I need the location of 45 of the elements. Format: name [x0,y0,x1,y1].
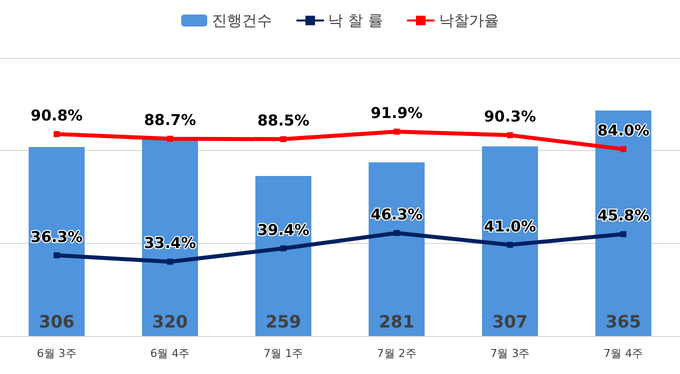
data-label: 84.0% [597,122,650,140]
bar [482,146,538,336]
legend-label: 낙찰가율 [438,12,499,30]
data-label: 41.0% [484,217,536,236]
data-label: 90.8% [30,106,83,125]
data-label: 39.4% [257,220,310,239]
legend-label: 진행건수 [212,12,272,30]
point [394,230,400,236]
point [280,245,286,252]
bar [28,146,85,336]
x-tick-label: 7월 3주 [490,347,530,360]
data-label: 45.8% [597,206,650,225]
data-label: 36.3% [30,228,83,246]
bar [255,176,312,336]
data-label: 365 [606,312,642,332]
bar [142,138,198,336]
data-label: 259 [266,312,302,332]
data-label: 46.3% [370,206,423,224]
data-label: 33.4% [144,234,196,252]
point [394,128,400,135]
data-label: 306 [38,312,74,332]
x-tick-label: 6월 3주 [36,347,76,360]
x-tick-label: 7월 2주 [376,347,416,360]
point [280,136,286,142]
point [620,231,626,238]
point [507,242,513,248]
bar [368,162,425,336]
bar [595,110,652,336]
x-tick-label: 7월 1주 [264,347,304,360]
x-tick-label: 6월 4주 [150,347,190,360]
point [620,146,626,152]
point [167,258,173,265]
point [54,252,60,258]
x-tick-label: 7월 4주 [604,347,644,360]
data-label: 307 [492,312,528,332]
data-label: 90.3% [484,108,536,126]
data-label: 91.9% [370,104,423,122]
legend-label: 낙 찰 률 [328,12,383,30]
data-label: 281 [378,312,414,332]
data-label: 320 [152,312,188,332]
data-label: 88.5% [257,112,310,130]
point [54,131,60,138]
point [167,136,173,142]
point [507,132,513,138]
data-label: 88.7% [144,111,196,130]
